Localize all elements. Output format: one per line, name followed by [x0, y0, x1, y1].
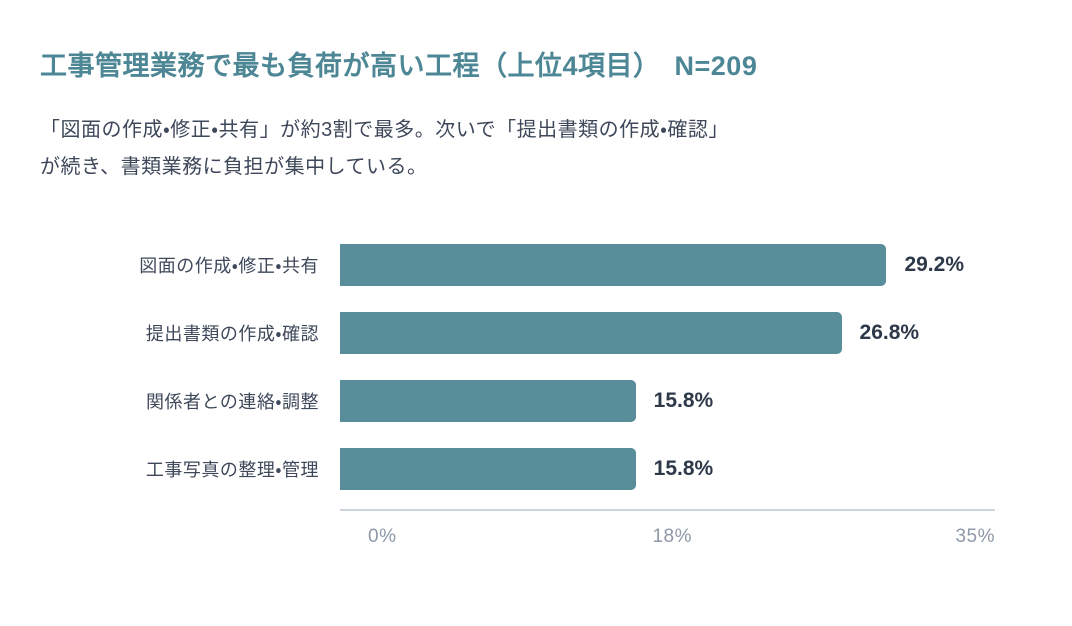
bar [340, 448, 636, 490]
bar-row: 提出書類の作成・確認 26.8% [40, 299, 995, 367]
chart-subtitle-line-1: 「図面の作成・修正・共有」が約3割で最多。次いで「提出書類の作成・確認」 [40, 119, 729, 141]
x-axis-tick: 18% [652, 526, 693, 547]
bar-value-label: 15.8% [653, 389, 714, 412]
bar-row: 図面の作成・修正・共有 29.2% [40, 231, 995, 299]
chart-card: 工事管理業務で最も負荷が高い工程（上位4項目） N=209 「図面の作成・修正・… [40, 51, 1032, 557]
bar [340, 244, 887, 286]
bar-chart: 図面の作成・修正・共有 29.2% 提出書類の作成・確認 26.8% 関係者との… [40, 231, 995, 557]
x-axis: 0% 18% 35% [340, 509, 995, 557]
bar-value-label: 15.8% [653, 457, 714, 480]
bar [340, 312, 842, 354]
bar-category-label: 図面の作成・修正・共有 [139, 256, 319, 276]
bar-category-label: 工事写真の整理・管理 [145, 460, 319, 480]
bar-value-label: 26.8% [859, 321, 920, 344]
bar-track: 15.8% [340, 435, 995, 503]
bar-value-label: 29.2% [904, 253, 964, 276]
bar-category-label: 提出書類の作成・確認 [145, 324, 319, 344]
chart-subtitle: 「図面の作成・修正・共有」が約3割で最多。次いで「提出書類の作成・確認」 が続き、… [40, 112, 1032, 186]
x-axis-tick: 0% [368, 526, 397, 547]
bar-row: 工事写真の整理・管理 15.8% [40, 435, 995, 503]
x-axis-tick: 35% [955, 526, 995, 547]
bar-track: 15.8% [340, 367, 995, 435]
bar-row: 関係者との連絡・調整 15.8% [40, 367, 995, 435]
bar [340, 380, 636, 422]
bar-track: 26.8% [340, 299, 995, 367]
chart-subtitle-line-2: が続き、書類業務に負担が集中している。 [40, 156, 428, 178]
page-title: 工事管理業務で最も負荷が高い工程（上位4項目） N=209 [40, 51, 758, 81]
bar-category-label: 関係者との連絡・調整 [146, 392, 319, 412]
bar-track: 29.2% [340, 231, 995, 299]
